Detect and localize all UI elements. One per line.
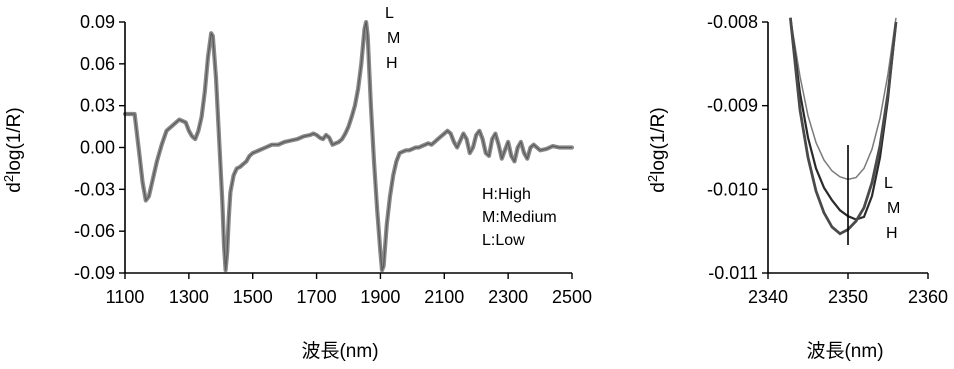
right-series-line-H xyxy=(789,17,898,236)
right-y-tick-label: -0.009 xyxy=(707,96,758,116)
right-series-line-M xyxy=(789,17,898,221)
left-x-axis-label: 波長(nm) xyxy=(301,340,378,362)
right-x-tick-label: 2350 xyxy=(828,287,868,307)
left-series-line-core xyxy=(125,21,572,271)
left-ticks: 0.09 0.06 0.03 0.00 -0.03 -0.06 -0.09 1100 1300 1… xyxy=(74,12,592,307)
left-x-tick-label: 1300 xyxy=(169,287,209,307)
right-ticks: -0.008 -0.009 -0.010 -0.011 2340 2350 2360 xyxy=(707,12,948,307)
right-chart: -0.008 -0.009 -0.010 -0.011 2340 2350 2360 d2l… xyxy=(645,12,948,362)
left-x-tick-label: 1500 xyxy=(233,287,273,307)
right-series-line-L xyxy=(789,17,897,181)
left-chart: 0.09 0.06 0.03 0.00 -0.03 -0.06 -0.09 1100 1300 1… xyxy=(1,5,592,362)
left-y-tick-label: 0.09 xyxy=(80,12,115,32)
right-x-tick-label: 2360 xyxy=(908,287,948,307)
left-y-axis-label: d2log(1/R) xyxy=(1,107,25,192)
left-x-tick-label: 1100 xyxy=(106,287,145,307)
right-x-tick-label: 2340 xyxy=(748,287,788,307)
legend-high: H:High xyxy=(482,186,531,203)
left-y-tick-label: 0.03 xyxy=(80,96,115,116)
left-x-tick-label: 2100 xyxy=(424,287,464,307)
right-y-axis-label: d2log(1/R) xyxy=(645,107,669,192)
left-y-tick-label: -0.09 xyxy=(74,263,115,283)
right-series-label-L: L xyxy=(884,175,893,192)
left-series-label-L: L xyxy=(385,5,394,22)
right-y-tick-label: -0.008 xyxy=(707,12,758,32)
legend-low: L:Low xyxy=(482,232,525,249)
left-series-label-M: M xyxy=(387,30,400,47)
left-y-tick-label: -0.06 xyxy=(74,221,115,241)
right-y-tick-label: -0.011 xyxy=(708,263,758,283)
right-series-label-H: H xyxy=(886,225,898,242)
left-x-tick-label: 2300 xyxy=(488,287,528,307)
left-x-tick-label: 2500 xyxy=(552,287,592,307)
right-x-axis-label: 波長(nm) xyxy=(806,340,883,362)
right-series-label-M: M xyxy=(887,200,900,217)
right-y-tick-label: -0.010 xyxy=(707,179,758,199)
left-x-tick-label: 1900 xyxy=(360,287,400,307)
legend-medium: M:Medium xyxy=(482,209,557,226)
left-x-tick-label: 1700 xyxy=(297,287,337,307)
left-y-tick-label: 0.00 xyxy=(80,138,115,158)
left-series-label-H: H xyxy=(386,55,398,72)
left-y-tick-label: -0.03 xyxy=(74,179,115,199)
left-y-tick-label: 0.06 xyxy=(80,54,115,74)
